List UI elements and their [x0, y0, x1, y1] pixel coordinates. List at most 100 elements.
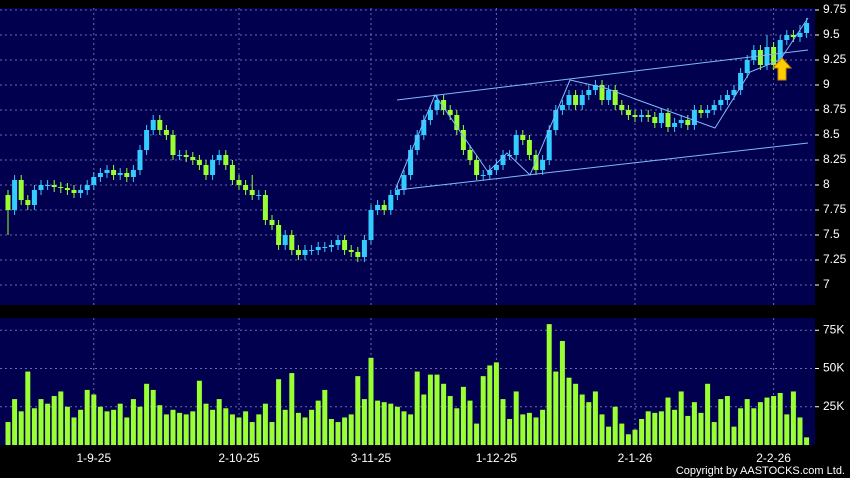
candle-body	[328, 245, 334, 247]
candle-body	[256, 195, 262, 196]
candle-body	[573, 95, 579, 105]
candle-body	[764, 47, 770, 65]
volume-bar	[427, 374, 433, 445]
candle-body	[84, 185, 90, 190]
volume-bar	[691, 402, 697, 445]
candle-body	[460, 130, 466, 150]
candle-body	[401, 175, 407, 190]
candle-body	[315, 247, 321, 250]
candle-body	[414, 135, 420, 150]
candle-body	[236, 180, 242, 185]
x-tick-label: 2-10-25	[218, 451, 260, 465]
x-tick-label: 2-2-26	[756, 451, 791, 465]
volume-bar	[573, 383, 579, 445]
candle-body	[295, 250, 301, 255]
candle-body	[546, 130, 552, 160]
candle-body	[447, 110, 453, 115]
candle-body	[427, 110, 433, 120]
candle-body	[500, 155, 506, 165]
candle-body	[335, 240, 341, 245]
volume-bar	[78, 409, 84, 445]
candle-body	[645, 115, 651, 117]
candle-body	[216, 155, 222, 160]
volume-bar	[229, 414, 235, 445]
candle-body	[533, 155, 539, 170]
volume-bar	[718, 399, 724, 445]
volume-bar	[104, 411, 110, 445]
candle-body	[434, 100, 440, 110]
candle-body	[493, 165, 499, 170]
candle-body	[51, 185, 57, 187]
volume-bar	[5, 422, 11, 445]
volume-bar	[348, 414, 354, 445]
volume-bar	[137, 406, 143, 445]
signal-arrow	[771, 57, 793, 81]
volume-bar	[771, 396, 777, 445]
candle-body	[269, 220, 275, 225]
candle-body	[289, 235, 295, 250]
volume-bar	[381, 402, 387, 445]
candle-body	[784, 35, 790, 40]
x-tick-label: 3-11-25	[351, 451, 392, 465]
volume-bar	[157, 405, 163, 445]
candle-body	[355, 252, 361, 257]
volume-bar	[645, 411, 651, 445]
volume-bar	[672, 409, 678, 445]
volume-bar	[513, 391, 519, 445]
candle-body	[757, 50, 763, 65]
volume-bar	[797, 417, 803, 445]
trend-lines	[394, 17, 809, 191]
volume-bar	[804, 437, 810, 445]
volume-bar	[731, 426, 737, 445]
candle-body	[203, 165, 209, 175]
volume-bar	[658, 411, 664, 445]
candle-body	[388, 195, 394, 210]
y-tick-label: 8.5	[823, 127, 840, 141]
candle-body	[223, 155, 229, 165]
candle-body	[698, 110, 704, 113]
volume-bar	[401, 411, 407, 445]
volume-bar	[203, 403, 209, 445]
candle-body	[25, 200, 31, 205]
volume-bar	[71, 417, 77, 445]
volume-bar	[467, 400, 473, 445]
volume-bar	[322, 389, 328, 445]
candle-body	[652, 117, 658, 123]
volume-bar	[315, 400, 321, 445]
volume-bar	[790, 391, 796, 445]
volume-bar	[559, 340, 565, 445]
candle-body	[183, 155, 189, 157]
volume-bar	[282, 409, 288, 445]
candle-body	[45, 185, 51, 186]
candle-body	[625, 110, 631, 115]
candle-body	[137, 150, 143, 170]
volume-bar	[183, 414, 189, 445]
volume-bar	[784, 414, 790, 445]
volume-bar	[586, 402, 592, 445]
volume-bar	[493, 362, 499, 445]
candle-body	[559, 105, 565, 110]
candle-body	[31, 190, 37, 205]
volume-bar	[540, 409, 546, 445]
candle-body	[526, 140, 532, 155]
candle-body	[790, 35, 796, 37]
x-tick-label: 2-1-26	[618, 451, 653, 465]
candle-body	[553, 110, 559, 130]
y-tick-label: 7	[823, 277, 830, 291]
candle-body	[78, 190, 84, 193]
candle-body	[619, 105, 625, 110]
y-tick-label: 7.75	[823, 202, 847, 216]
volume-bar	[711, 422, 717, 445]
volume-bar	[355, 376, 361, 445]
volume-bar	[639, 418, 645, 445]
volume-bar	[738, 408, 744, 445]
volume-bar	[507, 418, 513, 445]
y-tick-label: 9.75	[823, 2, 847, 16]
candle-body	[144, 130, 150, 150]
volume-bar	[414, 371, 420, 445]
candle-body	[381, 205, 387, 210]
volume-bar	[368, 357, 374, 445]
y-tick-label: 8.75	[823, 102, 847, 116]
volume-bar	[12, 399, 18, 445]
volume-bar	[170, 409, 176, 445]
